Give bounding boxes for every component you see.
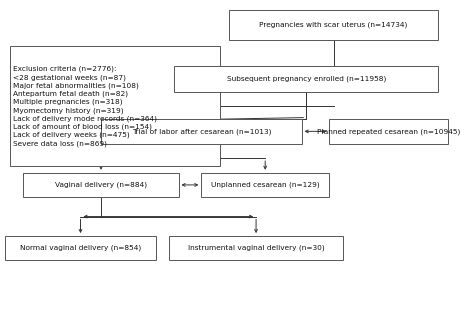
FancyBboxPatch shape (169, 236, 343, 260)
FancyBboxPatch shape (10, 46, 219, 166)
Text: Planned repeated cesarean (n=10945): Planned repeated cesarean (n=10945) (317, 128, 460, 135)
FancyBboxPatch shape (5, 236, 156, 260)
FancyBboxPatch shape (229, 10, 438, 40)
FancyBboxPatch shape (329, 119, 447, 143)
Text: Pregnancies with scar uterus (n=14734): Pregnancies with scar uterus (n=14734) (259, 22, 408, 28)
Text: Vaginal delivery (n=884): Vaginal delivery (n=884) (55, 182, 147, 188)
Text: Unplanned cesarean (n=129): Unplanned cesarean (n=129) (211, 182, 319, 188)
FancyBboxPatch shape (24, 173, 179, 197)
FancyBboxPatch shape (174, 66, 438, 92)
Text: Normal vaginal delivery (n=854): Normal vaginal delivery (n=854) (20, 245, 141, 251)
FancyBboxPatch shape (101, 119, 301, 143)
Text: Subsequent pregnancy enrolled (n=11958): Subsequent pregnancy enrolled (n=11958) (227, 75, 386, 82)
Text: Trial of labor after cesarean (n=1013): Trial of labor after cesarean (n=1013) (132, 128, 271, 135)
FancyBboxPatch shape (201, 173, 329, 197)
Text: Instrumental vaginal delivery (n=30): Instrumental vaginal delivery (n=30) (188, 245, 324, 251)
Text: Exclusion criteria (n=2776):
<28 gestational weeks (n=87)
Major fetal abnormalit: Exclusion criteria (n=2776): <28 gestati… (13, 66, 157, 147)
